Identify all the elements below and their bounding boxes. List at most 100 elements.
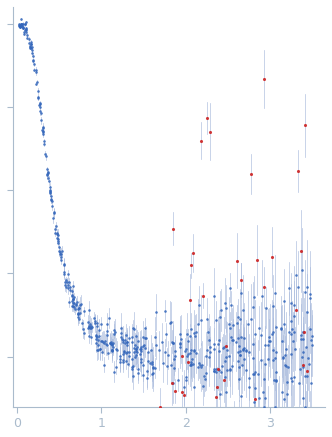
Point (197, 362, 202, 369)
Point (291, 374, 297, 381)
Point (289, 317, 294, 324)
Point (291, 328, 296, 335)
Point (298, 336, 303, 343)
Point (44, 170, 50, 177)
Point (284, 378, 289, 385)
Point (188, 350, 193, 357)
Point (51, 215, 56, 222)
Point (251, 304, 256, 311)
Point (143, 334, 148, 341)
Point (86, 333, 92, 340)
Point (195, 363, 200, 370)
Point (300, 361, 305, 368)
Point (188, 361, 194, 368)
Point (17, 22, 22, 29)
Point (46, 177, 52, 184)
Point (76, 316, 82, 323)
Point (140, 343, 146, 350)
Point (219, 368, 224, 375)
Point (55, 231, 60, 238)
Point (208, 128, 213, 135)
Point (70, 283, 76, 290)
Point (87, 324, 92, 331)
Point (138, 347, 143, 354)
Point (132, 348, 137, 355)
Point (274, 369, 279, 376)
Point (207, 336, 212, 343)
Point (300, 348, 305, 355)
Point (223, 374, 228, 381)
Point (157, 347, 162, 354)
Point (187, 332, 192, 339)
Point (196, 302, 201, 309)
Point (40, 126, 45, 133)
Point (81, 326, 86, 333)
Point (145, 367, 150, 374)
Point (22, 21, 28, 28)
Point (18, 23, 24, 30)
Point (189, 326, 194, 333)
Point (248, 316, 253, 323)
Point (216, 347, 222, 354)
Point (92, 319, 98, 326)
Point (240, 346, 245, 353)
Point (211, 340, 216, 347)
Point (111, 368, 117, 375)
Point (19, 22, 25, 29)
Point (70, 298, 75, 305)
Point (268, 337, 273, 344)
Point (109, 347, 115, 354)
Point (190, 356, 195, 363)
Point (36, 94, 41, 101)
Point (281, 396, 286, 403)
Point (49, 203, 55, 210)
Point (291, 312, 297, 319)
Point (72, 299, 77, 306)
Point (224, 366, 229, 373)
Point (203, 375, 208, 382)
Point (95, 341, 101, 348)
Point (184, 330, 189, 337)
Point (77, 302, 82, 309)
Point (40, 123, 45, 130)
Point (121, 347, 126, 354)
Point (200, 361, 205, 368)
Point (62, 262, 67, 269)
Point (188, 347, 194, 354)
Point (71, 302, 76, 309)
Point (222, 357, 227, 364)
Point (266, 337, 272, 344)
Point (178, 335, 184, 342)
Point (42, 137, 47, 144)
Point (273, 323, 279, 330)
Point (101, 361, 107, 368)
Point (213, 368, 218, 375)
Point (101, 339, 106, 346)
Point (169, 338, 175, 345)
Point (263, 304, 269, 311)
Point (101, 339, 106, 346)
Point (45, 170, 50, 177)
Point (259, 356, 264, 363)
Point (213, 317, 219, 324)
Point (252, 396, 257, 403)
Point (62, 271, 67, 278)
Point (94, 346, 100, 353)
Point (282, 320, 287, 327)
Point (280, 388, 285, 395)
Point (304, 372, 310, 379)
Point (170, 340, 175, 347)
Point (238, 351, 243, 358)
Point (64, 278, 70, 285)
Point (126, 335, 132, 342)
Point (188, 361, 194, 368)
Point (149, 361, 154, 368)
Point (24, 29, 29, 36)
Point (16, 21, 21, 28)
Point (43, 153, 49, 160)
Point (134, 345, 139, 352)
Point (191, 249, 196, 256)
Point (188, 361, 193, 368)
Point (211, 345, 216, 352)
Point (96, 326, 101, 333)
